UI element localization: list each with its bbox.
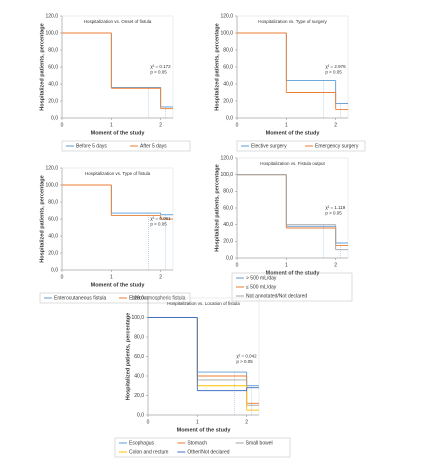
x-axis-label: Moment of the study <box>91 130 146 136</box>
x-tick-label: 1 <box>110 122 113 128</box>
y-tick-label: 40,0 <box>223 81 233 87</box>
legend-label: Emergency surgery <box>315 143 359 149</box>
x-tick-label: 2 <box>334 122 337 128</box>
legend-label: Before 5 days <box>76 143 107 149</box>
y-tick-label: 80,0 <box>48 199 58 205</box>
y-axis-label: Hospitalized patients, percentage <box>125 313 131 400</box>
y-tick-label: 40,0 <box>48 81 58 87</box>
chart-title: Hospitalization vs. Location of fistula <box>167 301 240 306</box>
y-tick-label: 60,0 <box>134 354 144 360</box>
x-tick-label: 1 <box>285 122 288 128</box>
y-axis-label: Hospitalized patients, percentage <box>214 23 220 110</box>
annotation: p > 0.05 <box>150 70 167 75</box>
legend-label: After 5 days <box>140 143 167 149</box>
y-tick-label: 0,0 <box>51 267 58 273</box>
y-tick-label: 120,0 <box>45 13 58 19</box>
y-axis-label: Hospitalized patients, percentage <box>39 23 45 110</box>
y-tick-label: 100,0 <box>220 30 233 36</box>
x-tick-label: 1 <box>196 419 199 425</box>
y-tick-label: 0,0 <box>226 255 233 261</box>
y-axis-label: Hospitalized patients, percentage <box>39 175 45 262</box>
legend-label: Enteroatmospheric fistula <box>129 295 186 301</box>
x-axis-label: Moment of the study <box>266 270 321 276</box>
annotation: χ² = 0.172 <box>150 64 171 69</box>
y-tick-label: 120,0 <box>220 13 233 19</box>
legend-label: > 500 mL/day <box>246 275 277 281</box>
y-tick-label: 0,0 <box>51 115 58 121</box>
y-tick-label: 120,0 <box>131 295 144 301</box>
legend-label: Colon and rectum <box>129 449 168 455</box>
y-tick-label: 60,0 <box>48 216 58 222</box>
y-tick-label: 20,0 <box>134 393 144 399</box>
legend-box <box>114 437 291 458</box>
chart-title: Hospitalization vs. Onset of fistula <box>84 19 152 24</box>
y-tick-label: 20,0 <box>48 250 58 256</box>
annotation: χ² = 0.061 <box>150 216 171 221</box>
chart-title: Hospitalization vs. Type of surgery <box>258 19 327 24</box>
y-tick-label: 60,0 <box>223 205 233 211</box>
annotation: p > 0.05 <box>150 222 167 227</box>
y-tick-label: 0,0 <box>137 412 144 418</box>
legend-label: Elective surgery <box>251 143 287 149</box>
y-tick-label: 60,0 <box>48 64 58 70</box>
y-tick-label: 0,0 <box>226 115 233 121</box>
x-tick-label: 1 <box>110 274 113 280</box>
y-tick-label: 120,0 <box>45 165 58 171</box>
y-tick-label: 60,0 <box>223 64 233 70</box>
x-tick-label: 0 <box>236 262 239 268</box>
y-tick-label: 20,0 <box>48 98 58 104</box>
y-tick-label: 40,0 <box>223 222 233 228</box>
legend-label: Not annotated/Not declared <box>246 293 307 299</box>
x-tick-label: 1 <box>285 262 288 268</box>
x-tick-label: 2 <box>245 419 248 425</box>
legend-box <box>236 140 366 152</box>
x-axis-label: Moment of the study <box>266 130 321 136</box>
x-axis-label: Moment of the study <box>177 427 232 433</box>
annotation: p > 0.05 <box>325 70 342 75</box>
y-tick-label: 100,0 <box>45 30 58 36</box>
chart-title: Hospitalization vs. Fistula output <box>260 161 325 166</box>
y-tick-label: 100,0 <box>45 182 58 188</box>
annotation: p > 0.05 <box>236 359 253 364</box>
y-tick-label: 80,0 <box>223 189 233 195</box>
annotation: p > 0.05 <box>325 211 342 216</box>
x-tick-label: 0 <box>61 122 64 128</box>
legend-label: Esophagus <box>129 440 155 446</box>
x-tick-label: 0 <box>61 274 64 280</box>
y-tick-label: 40,0 <box>134 373 144 379</box>
y-tick-label: 80,0 <box>134 334 144 340</box>
annotation: χ² = 0.042 <box>236 354 257 359</box>
y-tick-label: 20,0 <box>223 239 233 245</box>
y-tick-label: 100,0 <box>220 172 233 178</box>
y-tick-label: 20,0 <box>223 98 233 104</box>
x-axis-label: Moment of the study <box>91 282 146 288</box>
x-tick-label: 2 <box>334 262 337 268</box>
x-tick-label: 0 <box>236 122 239 128</box>
legend-label: Small bowel <box>246 440 273 446</box>
annotation: χ² = 2.976 <box>325 64 346 69</box>
legend-label: ≤ 500 mL/day <box>246 284 277 290</box>
x-tick-label: 2 <box>159 122 162 128</box>
legend-box <box>231 272 353 302</box>
legend-box <box>61 140 191 152</box>
legend-label: Enterocutaneous fistula <box>54 295 106 301</box>
y-tick-label: 80,0 <box>48 47 58 53</box>
legend-label: Other/Not declared <box>187 449 229 455</box>
y-tick-label: 80,0 <box>223 47 233 53</box>
annotation: χ² = 1.119 <box>325 205 345 210</box>
y-axis-label: Hospitalized patients, percentage <box>214 164 220 251</box>
legend-label: Stomach <box>187 440 207 446</box>
y-tick-label: 100,0 <box>131 315 144 321</box>
x-tick-label: 2 <box>159 274 162 280</box>
x-tick-label: 0 <box>147 419 150 425</box>
y-tick-label: 120,0 <box>220 155 233 161</box>
y-tick-label: 40,0 <box>48 233 58 239</box>
chart-title: Hospitalization vs. Type of fistula <box>85 171 151 176</box>
